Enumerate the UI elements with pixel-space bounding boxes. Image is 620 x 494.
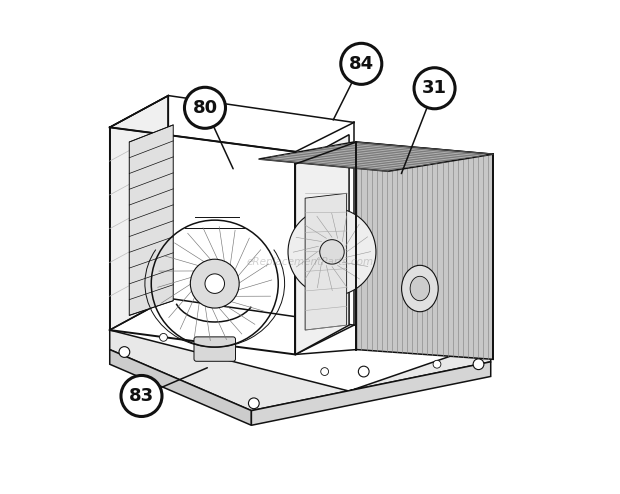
Text: 31: 31 <box>422 79 447 97</box>
Polygon shape <box>110 330 490 411</box>
Polygon shape <box>356 142 493 359</box>
Text: 80: 80 <box>192 99 218 117</box>
Text: 83: 83 <box>129 387 154 405</box>
Circle shape <box>341 43 382 84</box>
Ellipse shape <box>402 265 438 312</box>
Polygon shape <box>305 193 347 330</box>
Polygon shape <box>295 135 349 355</box>
Text: 84: 84 <box>348 55 374 73</box>
Circle shape <box>205 274 224 293</box>
Polygon shape <box>110 95 169 330</box>
Circle shape <box>190 259 239 308</box>
Polygon shape <box>259 142 493 171</box>
Polygon shape <box>130 125 173 315</box>
Circle shape <box>320 240 344 264</box>
Circle shape <box>288 208 376 296</box>
Circle shape <box>121 375 162 416</box>
Circle shape <box>119 347 130 357</box>
Circle shape <box>414 68 455 109</box>
Circle shape <box>321 368 329 375</box>
Circle shape <box>185 87 226 128</box>
Circle shape <box>159 333 167 341</box>
Polygon shape <box>251 362 490 425</box>
Text: eReplacementParts.com: eReplacementParts.com <box>246 257 374 267</box>
Circle shape <box>433 360 441 368</box>
Circle shape <box>249 398 259 409</box>
Circle shape <box>473 359 484 370</box>
Ellipse shape <box>410 276 430 301</box>
FancyBboxPatch shape <box>194 337 236 361</box>
Polygon shape <box>110 350 251 425</box>
Circle shape <box>358 366 369 377</box>
